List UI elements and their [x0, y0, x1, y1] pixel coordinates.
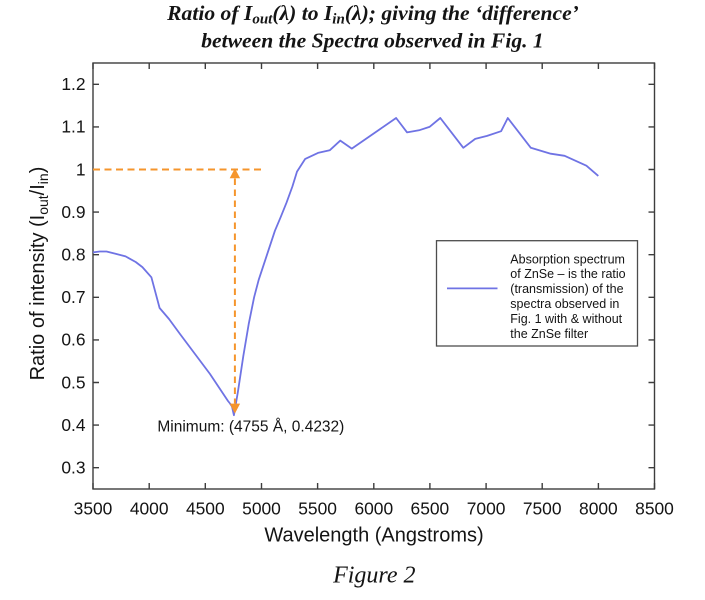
svg-text:between the Spectra observed i: between the Spectra observed in Fig. 1: [201, 29, 543, 53]
svg-text:Absorption spectrum: Absorption spectrum: [510, 252, 625, 266]
svg-text:0.8: 0.8: [61, 245, 85, 265]
svg-text:4000: 4000: [130, 499, 169, 519]
svg-text:5000: 5000: [242, 499, 281, 519]
svg-text:1.2: 1.2: [61, 74, 85, 94]
svg-text:7500: 7500: [523, 499, 562, 519]
svg-text:spectra observed in: spectra observed in: [510, 297, 619, 311]
svg-text:0.6: 0.6: [61, 330, 85, 350]
svg-text:0.7: 0.7: [61, 287, 85, 307]
svg-text:1.1: 1.1: [61, 117, 85, 137]
svg-text:6000: 6000: [354, 499, 393, 519]
svg-text:6500: 6500: [411, 499, 450, 519]
svg-text:Fig. 1 with & without: Fig. 1 with & without: [510, 312, 622, 326]
svg-text:4500: 4500: [186, 499, 225, 519]
svg-text:0.4: 0.4: [61, 415, 86, 435]
svg-text:(transmission) of the: (transmission) of the: [510, 282, 623, 296]
svg-text:8500: 8500: [635, 499, 674, 519]
svg-text:8000: 8000: [579, 499, 618, 519]
svg-text:Wavelength (Angstroms): Wavelength (Angstroms): [264, 525, 483, 547]
svg-text:Ratio of intensity (Iout/Iin): Ratio of intensity (Iout/Iin): [27, 167, 51, 381]
svg-text:Minimum: (4755 Å, 0.4232): Minimum: (4755 Å, 0.4232): [157, 419, 344, 436]
svg-text:Ratio of Iout(λ) to Iin(λ); gi: Ratio of Iout(λ) to Iin(λ); giving the ‘…: [166, 1, 579, 28]
svg-text:0.3: 0.3: [61, 458, 85, 478]
svg-text:3500: 3500: [74, 499, 113, 519]
svg-text:the ZnSe filter: the ZnSe filter: [510, 327, 588, 341]
svg-text:0.5: 0.5: [61, 372, 85, 392]
svg-text:Figure 2: Figure 2: [332, 562, 415, 588]
svg-text:1: 1: [76, 159, 86, 179]
svg-text:0.9: 0.9: [61, 202, 85, 222]
svg-text:7000: 7000: [467, 499, 506, 519]
svg-text:of ZnSe – is the ratio: of ZnSe – is the ratio: [510, 267, 625, 281]
svg-text:5500: 5500: [298, 499, 337, 519]
